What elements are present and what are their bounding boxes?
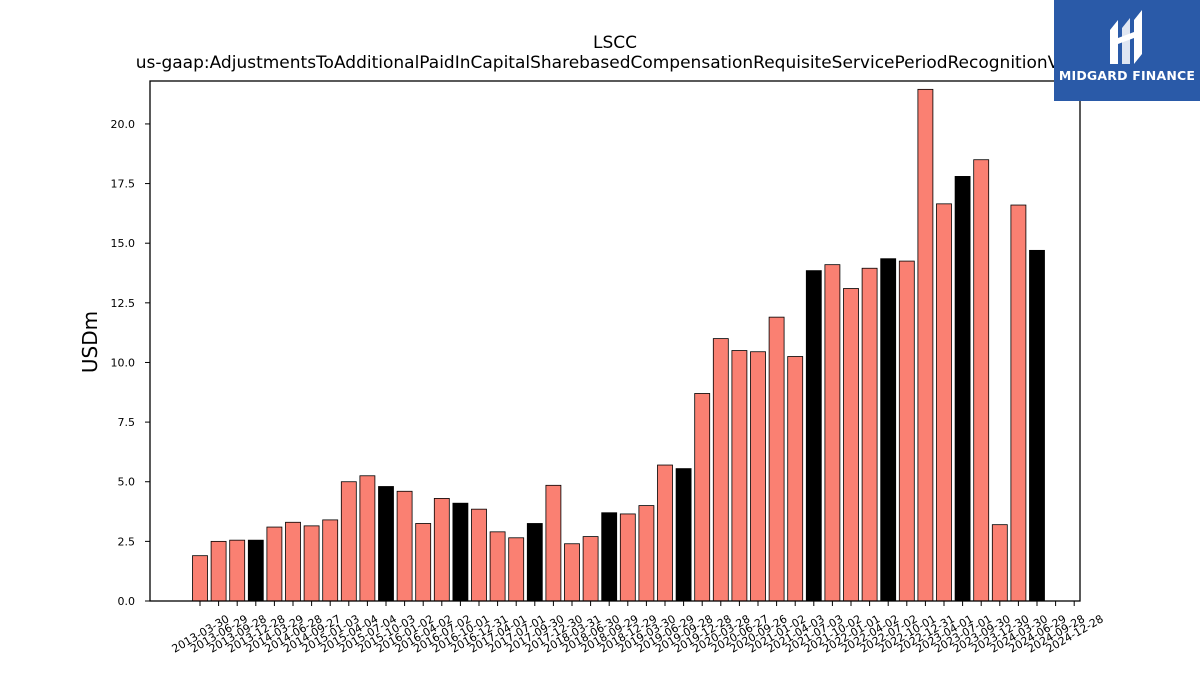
bar-2018-12-29 bbox=[619, 513, 636, 602]
y-axis: 0.0 2.5 5.0 7.5 10.0 12.5 15.0 17.5 20.0 bbox=[111, 118, 150, 608]
bar-2013-09-28 bbox=[229, 539, 246, 602]
y-tick-label: 15.0 bbox=[111, 237, 136, 250]
bar-2023-12-30 bbox=[991, 524, 1008, 602]
bar-2016-07-02 bbox=[433, 498, 450, 602]
bar-2013-03-30 bbox=[192, 555, 208, 602]
bar-2021-01-02 bbox=[768, 316, 785, 602]
bar-2021-10-02 bbox=[824, 264, 841, 602]
bar-2021-07-03 bbox=[805, 270, 822, 602]
bar-2016-01-02 bbox=[396, 490, 413, 602]
chart-title: LSCC bbox=[593, 33, 637, 53]
bar-2018-09-29 bbox=[601, 512, 618, 602]
bar-2015-07-04 bbox=[359, 475, 376, 602]
bar-2017-12-30 bbox=[545, 484, 562, 602]
bar-2014-09-27 bbox=[303, 525, 320, 602]
bar-2016-10-01 bbox=[452, 502, 469, 602]
bar-2019-06-29 bbox=[657, 464, 673, 602]
bar-2014-03-29 bbox=[266, 526, 283, 602]
chart-subtitle: us-gaap:AdjustmentsToAdditionalPaidInCap… bbox=[136, 53, 1095, 73]
midgard-finance-logo: MIDGARD FINANCE bbox=[1054, 0, 1200, 101]
bar-2013-06-29 bbox=[210, 540, 227, 602]
y-axis-label: USDm bbox=[78, 311, 102, 373]
midgard-logo-icon bbox=[1110, 10, 1142, 64]
logo-text: MIDGARD FINANCE bbox=[1058, 68, 1196, 83]
bar-2013-12-28 bbox=[247, 539, 264, 602]
bar-2014-06-28 bbox=[285, 521, 301, 602]
bar-2020-06-27 bbox=[731, 350, 748, 602]
bar-2015-04-04 bbox=[340, 481, 357, 602]
bar-2015-10-03 bbox=[378, 486, 394, 602]
plot-frame bbox=[149, 80, 1081, 602]
bar-2023-04-01 bbox=[936, 203, 952, 602]
bar-2022-04-02 bbox=[861, 267, 878, 602]
bar-2022-07-02 bbox=[880, 258, 897, 602]
bar-2020-03-28 bbox=[712, 338, 729, 602]
bar-2019-09-28 bbox=[675, 468, 692, 602]
bar-2023-07-01 bbox=[954, 176, 971, 602]
x-axis: 2013-03-302013-06-292013-09-282013-12-28… bbox=[170, 601, 1106, 656]
y-tick-label: 17.5 bbox=[111, 178, 136, 191]
y-tick-label: 20.0 bbox=[111, 118, 136, 131]
bar-2022-10-01 bbox=[898, 260, 915, 602]
bar-2017-09-30 bbox=[526, 523, 543, 602]
bar-2019-12-28 bbox=[694, 393, 711, 602]
bar-2018-06-30 bbox=[582, 536, 599, 602]
y-tick-label: 12.5 bbox=[111, 297, 136, 310]
y-tick-label: 5.0 bbox=[118, 476, 136, 489]
bar-2022-12-31 bbox=[917, 88, 934, 602]
bar-2017-04-01 bbox=[489, 531, 506, 602]
bar-2015-01-03 bbox=[322, 519, 339, 602]
bar-2016-04-02 bbox=[415, 523, 432, 602]
bar-2016-12-31 bbox=[471, 508, 487, 602]
y-tick-label: 10.0 bbox=[111, 356, 136, 369]
bar-2021-04-03 bbox=[787, 356, 804, 602]
bar-2024-06-29 bbox=[1029, 249, 1045, 602]
bar-2017-07-01 bbox=[508, 537, 525, 602]
bars-group bbox=[192, 88, 1045, 602]
bar-2024-03-30 bbox=[1010, 204, 1027, 602]
y-tick-label: 2.5 bbox=[118, 535, 136, 548]
bar-2019-03-30 bbox=[638, 505, 655, 602]
bar-2020-09-26 bbox=[750, 351, 766, 602]
y-tick-label: 0.0 bbox=[118, 595, 136, 608]
bar-2018-03-31 bbox=[564, 543, 580, 602]
bar-2022-01-01 bbox=[843, 288, 859, 602]
bar-2023-09-30 bbox=[973, 159, 990, 602]
y-tick-label: 7.5 bbox=[118, 416, 136, 429]
